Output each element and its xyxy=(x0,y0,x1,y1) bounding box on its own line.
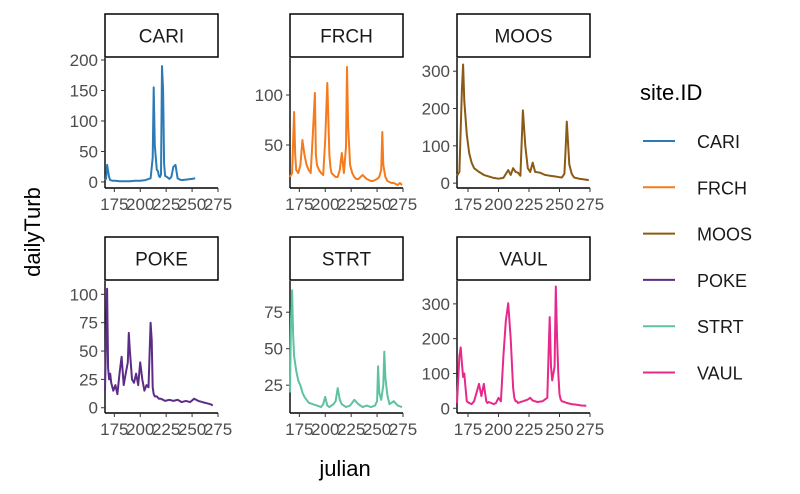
x-tick-label: 200 xyxy=(126,195,154,214)
y-tick-label: 100 xyxy=(70,285,98,304)
series-line-strt xyxy=(289,289,403,409)
y-tick-label: 50 xyxy=(79,342,98,361)
series-line-vaul xyxy=(456,285,587,407)
series-line-poke xyxy=(104,287,214,407)
y-tick-label: 50 xyxy=(264,340,283,359)
y-axis-title: dailyTurb xyxy=(20,187,45,277)
x-tick-label: 250 xyxy=(363,195,391,214)
x-tick-label: 225 xyxy=(152,195,180,214)
y-tick-label: 150 xyxy=(70,81,98,100)
x-axis-title: julian xyxy=(318,456,370,481)
facet-panels: CARI050100150200175200225250275FRCH50100… xyxy=(70,13,604,439)
x-tick-label: 250 xyxy=(545,195,573,214)
y-tick-label: 50 xyxy=(79,142,98,161)
strip-label: CARI xyxy=(139,27,184,48)
legend-label-vaul: VAUL xyxy=(697,364,743,384)
strip-box xyxy=(456,236,591,281)
x-tick-label: 175 xyxy=(100,420,128,439)
y-tick-label: 75 xyxy=(264,303,283,322)
strip-box xyxy=(456,13,591,58)
y-tick-label: 75 xyxy=(79,314,98,333)
strip-box xyxy=(289,236,404,281)
series-line-cari xyxy=(104,65,196,183)
legend-title: site.ID xyxy=(640,80,702,105)
x-tick-label: 275 xyxy=(204,420,232,439)
x-tick-label: 250 xyxy=(178,420,206,439)
y-tick-label: 0 xyxy=(441,174,450,193)
y-tick-label: 100 xyxy=(70,112,98,131)
strip-label: MOOS xyxy=(494,27,552,48)
x-tick-label: 200 xyxy=(126,420,154,439)
x-tick-label: 225 xyxy=(515,195,543,214)
y-tick-label: 200 xyxy=(70,51,98,70)
strip-box xyxy=(289,13,404,58)
x-tick-label: 275 xyxy=(576,195,604,214)
x-tick-label: 200 xyxy=(311,195,339,214)
strip-label: FRCH xyxy=(320,27,373,48)
x-tick-label: 175 xyxy=(285,195,313,214)
legend: site.ID CARI FRCH MOOS POKE STRT VAUL xyxy=(640,80,752,384)
strip-box xyxy=(104,236,219,281)
x-tick-label: 275 xyxy=(204,195,232,214)
x-tick-label: 225 xyxy=(337,420,365,439)
x-tick-label: 250 xyxy=(178,195,206,214)
x-tick-label: 275 xyxy=(389,420,417,439)
x-tick-label: 225 xyxy=(515,420,543,439)
x-tick-label: 175 xyxy=(454,420,482,439)
legend-label-strt: STRT xyxy=(697,317,744,337)
y-tick-label: 50 xyxy=(264,136,283,155)
x-tick-label: 250 xyxy=(363,420,391,439)
legend-label-frch: FRCH xyxy=(697,178,747,198)
y-tick-label: 100 xyxy=(255,86,283,105)
x-tick-label: 250 xyxy=(545,420,573,439)
y-tick-label: 300 xyxy=(422,295,450,314)
y-tick-label: 100 xyxy=(422,137,450,156)
x-tick-label: 200 xyxy=(311,420,339,439)
legend-label-cari: CARI xyxy=(697,132,740,152)
strip-label: STRT xyxy=(322,250,372,271)
x-tick-label: 175 xyxy=(285,420,313,439)
x-tick-label: 275 xyxy=(389,195,417,214)
series-line-frch xyxy=(289,66,403,186)
y-tick-label: 25 xyxy=(264,376,283,395)
strip-label: POKE xyxy=(135,250,188,271)
series-line-moos xyxy=(456,63,589,182)
x-tick-label: 200 xyxy=(484,195,512,214)
strip-label: VAUL xyxy=(499,250,547,271)
strip-box xyxy=(104,13,219,58)
y-tick-label: 0 xyxy=(89,173,98,192)
y-tick-label: 100 xyxy=(422,364,450,383)
x-tick-label: 225 xyxy=(337,195,365,214)
legend-label-poke: POKE xyxy=(697,271,747,291)
y-tick-label: 0 xyxy=(441,399,450,418)
legend-label-moos: MOOS xyxy=(697,225,752,245)
x-tick-label: 275 xyxy=(576,420,604,439)
x-tick-label: 175 xyxy=(454,195,482,214)
y-tick-label: 300 xyxy=(422,62,450,81)
y-tick-label: 25 xyxy=(79,370,98,389)
x-tick-label: 175 xyxy=(100,195,128,214)
y-tick-label: 200 xyxy=(422,330,450,349)
x-tick-label: 200 xyxy=(484,420,512,439)
y-tick-label: 0 xyxy=(89,399,98,418)
y-tick-label: 200 xyxy=(422,100,450,119)
x-tick-label: 225 xyxy=(152,420,180,439)
